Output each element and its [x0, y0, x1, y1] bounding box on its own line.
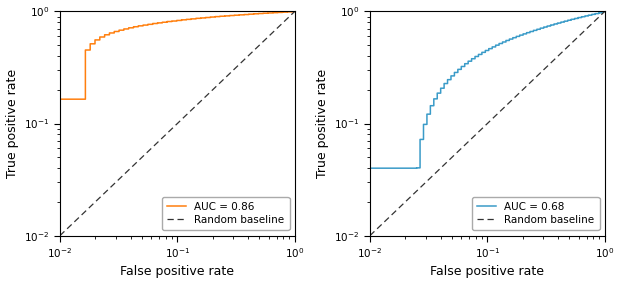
Line: AUC = 0.86: AUC = 0.86 [60, 11, 294, 99]
Random baseline [506, 101, 513, 104]
Random baseline [200, 97, 207, 100]
AUC = 0.68 [595, 12, 603, 15]
Legend: AUC = 0.68, Random baseline: AUC = 0.68, Random baseline [472, 197, 600, 230]
X-axis label: False positive rate: False positive rate [120, 266, 234, 278]
X-axis label: False positive rate: False positive rate [430, 266, 544, 278]
Random baseline [56, 234, 64, 237]
Line: Random baseline: Random baseline [60, 11, 294, 236]
Random baseline [254, 45, 262, 48]
Random baseline [601, 10, 608, 13]
Random baseline [579, 31, 587, 34]
AUC = 0.68 [557, 20, 565, 24]
Random baseline [196, 101, 203, 104]
Y-axis label: True positive rate: True positive rate [6, 69, 19, 178]
Random baseline [366, 234, 374, 237]
Random baseline [291, 10, 298, 13]
AUC = 0.68 [601, 10, 608, 13]
Random baseline [367, 233, 374, 237]
Line: AUC = 0.68: AUC = 0.68 [370, 11, 604, 168]
Random baseline [57, 233, 64, 237]
Legend: AUC = 0.86, Random baseline: AUC = 0.86, Random baseline [162, 197, 290, 230]
AUC = 0.86 [245, 13, 252, 16]
Random baseline [195, 101, 203, 105]
Y-axis label: True positive rate: True positive rate [316, 69, 329, 178]
AUC = 0.68 [366, 166, 374, 170]
Random baseline [510, 97, 517, 100]
AUC = 0.68 [547, 23, 554, 27]
AUC = 0.86 [56, 97, 64, 101]
Random baseline [505, 101, 513, 105]
Line: Random baseline: Random baseline [370, 11, 604, 236]
AUC = 0.68 [478, 53, 485, 56]
Random baseline [564, 45, 572, 48]
Random baseline [269, 31, 277, 34]
AUC = 0.68 [516, 34, 523, 37]
AUC = 0.68 [540, 26, 547, 30]
AUC = 0.86 [250, 12, 257, 16]
AUC = 0.86 [291, 10, 298, 13]
AUC = 0.86 [236, 14, 243, 17]
AUC = 0.86 [255, 12, 262, 15]
AUC = 0.86 [245, 12, 252, 16]
AUC = 0.86 [202, 16, 210, 19]
